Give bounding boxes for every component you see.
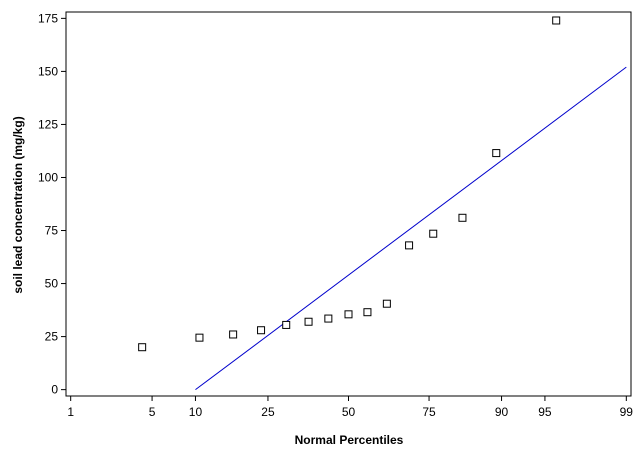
- fit-line-layer: [195, 66, 627, 391]
- y-axis-title: soil lead concentration (mg/kg): [11, 116, 25, 293]
- data-point: [257, 326, 266, 335]
- data-point: [344, 310, 353, 319]
- plot-border: [65, 11, 632, 397]
- x-tick-label: 50: [342, 405, 356, 419]
- x-tick-label: 5: [149, 405, 156, 419]
- x-tick-label: 1: [67, 405, 74, 419]
- x-tick-label: 90: [495, 405, 509, 419]
- y-axis: 0 25 50 75 100 125 150 175: [38, 11, 66, 397]
- data-point: [324, 314, 333, 323]
- data-point: [458, 213, 467, 222]
- y-tick-label: 150: [38, 64, 58, 78]
- data-point: [363, 308, 372, 317]
- x-tick-label: 75: [422, 405, 436, 419]
- y-tick-label: 75: [45, 224, 59, 238]
- y-tick-label: 0: [51, 383, 58, 397]
- data-point: [304, 317, 313, 326]
- plot-frame: [65, 11, 632, 397]
- data-point: [195, 333, 204, 342]
- y-tick-label: 50: [45, 277, 59, 291]
- data-point: [429, 229, 438, 238]
- data-point: [138, 343, 147, 352]
- x-tick-label: 10: [189, 405, 203, 419]
- y-tick-label: 25: [45, 330, 59, 344]
- x-axis-title: Normal Percentiles: [295, 433, 404, 447]
- x-tick-label: 99: [620, 405, 634, 419]
- data-point: [492, 149, 501, 158]
- y-tick-label: 100: [38, 170, 58, 184]
- points-layer: [138, 16, 561, 352]
- x-tick-label: 25: [261, 405, 275, 419]
- x-tick-label: 95: [538, 405, 552, 419]
- y-tick-label: 125: [38, 117, 58, 131]
- x-axis: 1 5 10 25 50 75 90 95 99: [67, 396, 633, 419]
- data-point: [382, 299, 391, 308]
- data-point: [229, 330, 238, 339]
- data-point: [282, 320, 291, 329]
- y-tick-label: 175: [38, 11, 58, 25]
- data-point: [405, 241, 414, 250]
- data-point: [552, 16, 561, 25]
- fit-line: [195, 66, 627, 391]
